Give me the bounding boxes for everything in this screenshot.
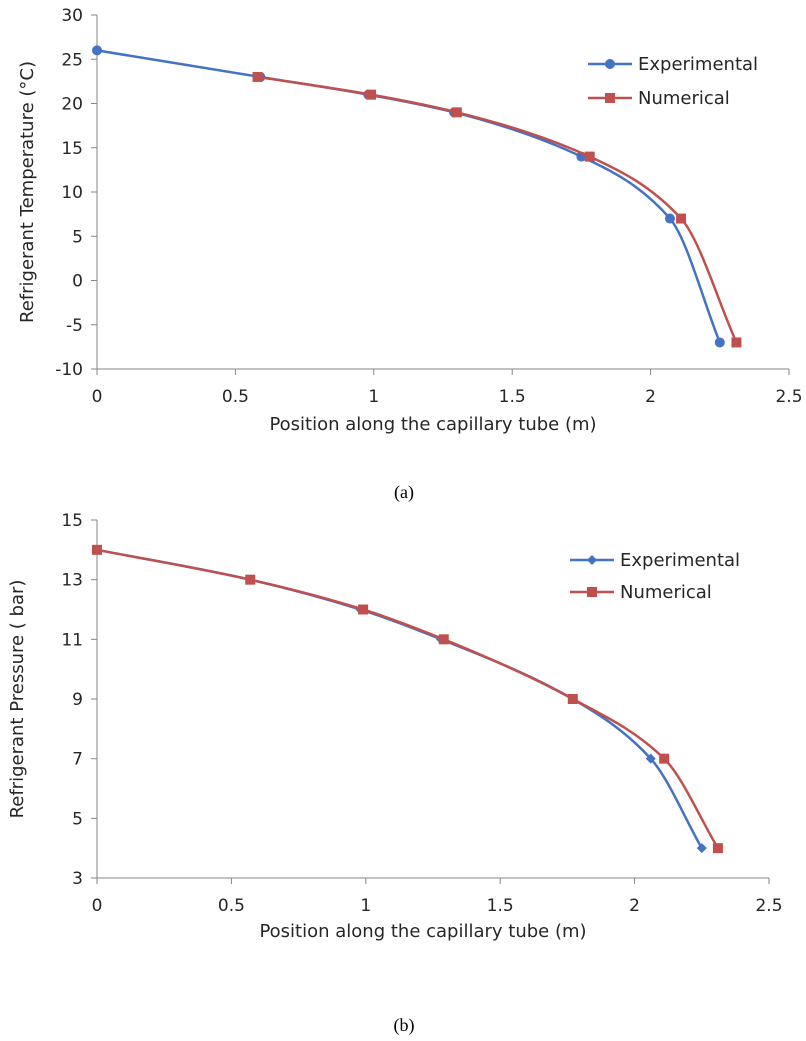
x-axis-title: Position along the capillary tube (m) — [269, 414, 596, 435]
x-tick-label: 0.5 — [222, 387, 249, 407]
x-tick-label: 0 — [92, 896, 103, 916]
y-axis-title: Refrigerant Pressure ( bar) — [7, 580, 28, 819]
series-line-numerical — [257, 75, 738, 343]
x-tick-label: 1 — [368, 387, 379, 407]
y-tick-label: 10 — [61, 183, 83, 203]
x-tick-label: 2 — [629, 896, 640, 916]
y-tick-label: 15 — [61, 139, 83, 159]
legend-marker-numerical — [605, 93, 615, 103]
x-tick-label: 1.5 — [487, 896, 514, 916]
chart-b: (b) 3 5 7 9 11 13 15 0 0.5 1 1.5 2 2.5 Position along… — [7, 511, 783, 1036]
x-tick-label: 0.5 — [218, 896, 245, 916]
legend-label-numerical: Numerical — [638, 88, 730, 109]
data-point-numerical — [438, 634, 449, 645]
data-point-experimental — [92, 45, 102, 56]
data-point-numerical — [252, 71, 263, 82]
caption-a: (a) — [394, 482, 414, 503]
caption-b: (b) — [394, 1015, 415, 1036]
legend-label-experimental: Experimental — [638, 54, 758, 75]
data-point-numerical — [567, 694, 578, 704]
y-tick-label: 20 — [61, 95, 83, 115]
data-point-numerical — [245, 574, 256, 585]
data-point-experimental — [696, 843, 707, 854]
data-point-numerical — [92, 544, 102, 555]
x-tick-label: 1.5 — [499, 387, 526, 407]
data-point-numerical — [366, 89, 377, 100]
data-point-experimental — [645, 753, 656, 764]
y-tick-label: 5 — [72, 227, 83, 247]
y-tick-label: -10 — [55, 360, 83, 380]
legend-marker-numerical — [587, 587, 597, 597]
chart-a: (a) -10 -5 0 5 10 15 20 25 30 0 0.5 1 1.5 2 2.5 Positio… — [17, 6, 803, 503]
x-tick-label: 2.5 — [755, 896, 782, 916]
y-tick-label: 13 — [61, 571, 83, 591]
y-tick-label: 15 — [61, 511, 83, 531]
y-axis-title: Refrigerant Temperature (°C) — [17, 61, 38, 323]
legend-label-numerical: Numerical — [620, 582, 712, 603]
y-tick-label: 30 — [61, 6, 83, 26]
data-point-numerical — [451, 107, 462, 118]
data-point-numerical — [659, 753, 670, 764]
y-tick-label: 7 — [72, 750, 83, 770]
y-tick-label: 5 — [72, 809, 83, 829]
y-tick-label: -5 — [66, 316, 83, 336]
x-tick-label: 2 — [645, 387, 656, 407]
x-tick-label: 0 — [92, 387, 103, 407]
legend-marker-experimental — [605, 59, 615, 69]
data-point-numerical — [358, 604, 369, 615]
x-tick-label: 2.5 — [775, 387, 802, 407]
data-point-numerical — [676, 213, 687, 224]
series-line-experimental — [96, 49, 721, 343]
data-point-experimental — [664, 213, 675, 224]
y-tick-label: 0 — [72, 272, 83, 292]
data-point-numerical — [584, 151, 595, 162]
x-tick-label: 1 — [360, 896, 371, 916]
x-axis-title: Position along the capillary tube (m) — [259, 921, 586, 942]
series-line-experimental — [96, 548, 703, 849]
legend-label-experimental: Experimental — [620, 550, 740, 571]
data-point-numerical — [712, 843, 723, 854]
y-tick-label: 25 — [61, 50, 83, 70]
legend-marker-experimental — [587, 555, 597, 565]
y-tick-label: 9 — [72, 690, 83, 710]
y-tick-label: 3 — [72, 869, 83, 889]
data-point-numerical — [731, 337, 742, 348]
y-tick-label: 11 — [61, 630, 83, 650]
data-point-experimental — [714, 337, 725, 348]
